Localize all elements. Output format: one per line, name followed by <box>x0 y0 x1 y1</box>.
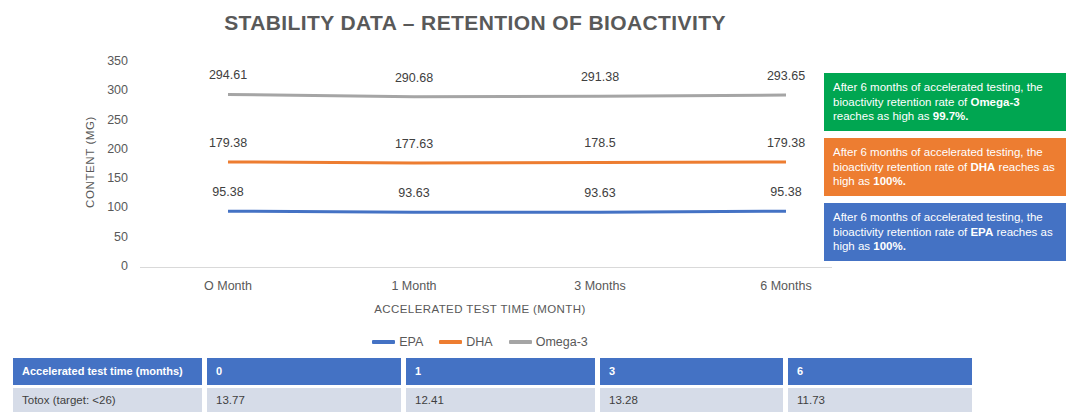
data-label: 93.63 <box>555 186 645 200</box>
annotation-omega3: After 6 months of accelerated testing, t… <box>824 73 1066 131</box>
y-tick-label: 300 <box>60 83 128 97</box>
data-label: 179.38 <box>183 136 273 150</box>
table-header-cell: 1 <box>406 358 595 385</box>
table-header-row: Accelerated test time (months) 0 1 3 6 <box>13 358 973 385</box>
annotation-bold-subject: EPA <box>970 226 993 238</box>
y-tick-label: 50 <box>60 230 128 244</box>
table-header-cell: 6 <box>788 358 972 385</box>
annotation-bold-value: 99.7%. <box>933 110 969 122</box>
y-tick-label: 200 <box>60 142 128 156</box>
annotation-epa: After 6 months of accelerated testing, t… <box>824 203 1066 261</box>
table-header-cell: 0 <box>207 358 401 385</box>
data-label: 290.68 <box>369 71 459 85</box>
legend-label: EPA <box>399 335 423 349</box>
y-tick-label: 0 <box>60 259 128 273</box>
table-row: Totox (target: <26) 13.77 12.41 13.28 11… <box>13 388 973 412</box>
table-header-cell: Accelerated test time (months) <box>13 358 202 385</box>
slide: STABILITY DATA – RETENTION OF BIOACTIVIT… <box>0 0 1086 419</box>
data-label: 93.63 <box>369 186 459 200</box>
annotation-dha: After 6 months of accelerated testing, t… <box>824 138 1066 196</box>
legend-dash-icon <box>509 340 532 344</box>
y-tick-label: 250 <box>60 113 128 127</box>
data-label: 177.63 <box>369 137 459 151</box>
legend-label: DHA <box>466 335 492 349</box>
x-axis-line <box>140 267 832 268</box>
legend-dash-icon <box>372 340 395 344</box>
legend-item-omega-3: Omega-3 <box>509 335 588 349</box>
legend-item-dha: DHA <box>439 335 492 349</box>
page-title: STABILITY DATA – RETENTION OF BIOACTIVIT… <box>0 11 950 35</box>
table-cell: 11.73 <box>788 388 972 412</box>
y-tick-label: 350 <box>60 54 128 68</box>
table-cell: 13.28 <box>600 388 783 412</box>
annotation-bold-value: 100%. <box>873 175 906 187</box>
table-cell: Totox (target: <26) <box>13 388 202 412</box>
data-label: 95.38 <box>741 185 831 199</box>
annotation-bold-subject: Omega-3 <box>970 96 1019 108</box>
table-cell: 13.77 <box>207 388 401 412</box>
totox-table: Accelerated test time (months) 0 1 3 6 T… <box>13 358 973 415</box>
data-label: 293.65 <box>741 69 831 83</box>
x-axis-title: ACCELERATED TEST TIME (MONTH) <box>110 303 850 315</box>
legend-dash-icon <box>439 340 462 344</box>
data-label: 294.61 <box>183 68 273 82</box>
legend-label: Omega-3 <box>536 335 588 349</box>
data-label: 95.38 <box>183 185 273 199</box>
x-category-label: 1 Month <box>339 279 489 293</box>
y-axis-title: CONTENT (MG) <box>84 116 96 208</box>
annotation-bold-subject: DHA <box>970 161 995 173</box>
annotation-bold-value: 100%. <box>873 240 906 252</box>
x-category-label: O Month <box>153 279 303 293</box>
x-category-label: 3 Months <box>525 279 675 293</box>
omega-3-line <box>228 94 786 96</box>
dha-line <box>228 162 786 163</box>
data-label: 291.38 <box>555 70 645 84</box>
x-category-label: 6 Months <box>711 279 861 293</box>
data-label: 178.5 <box>555 136 645 150</box>
table-header-cell: 3 <box>600 358 783 385</box>
epa-line <box>228 211 786 212</box>
data-label: 179.38 <box>741 136 831 150</box>
legend-item-epa: EPA <box>372 335 423 349</box>
annotation-text: reaches as high as <box>833 110 933 122</box>
chart-legend: EPA DHA Omega-3 <box>110 335 850 349</box>
y-tick-label: 150 <box>60 171 128 185</box>
table-cell: 12.41 <box>406 388 595 412</box>
y-tick-label: 100 <box>60 200 128 214</box>
